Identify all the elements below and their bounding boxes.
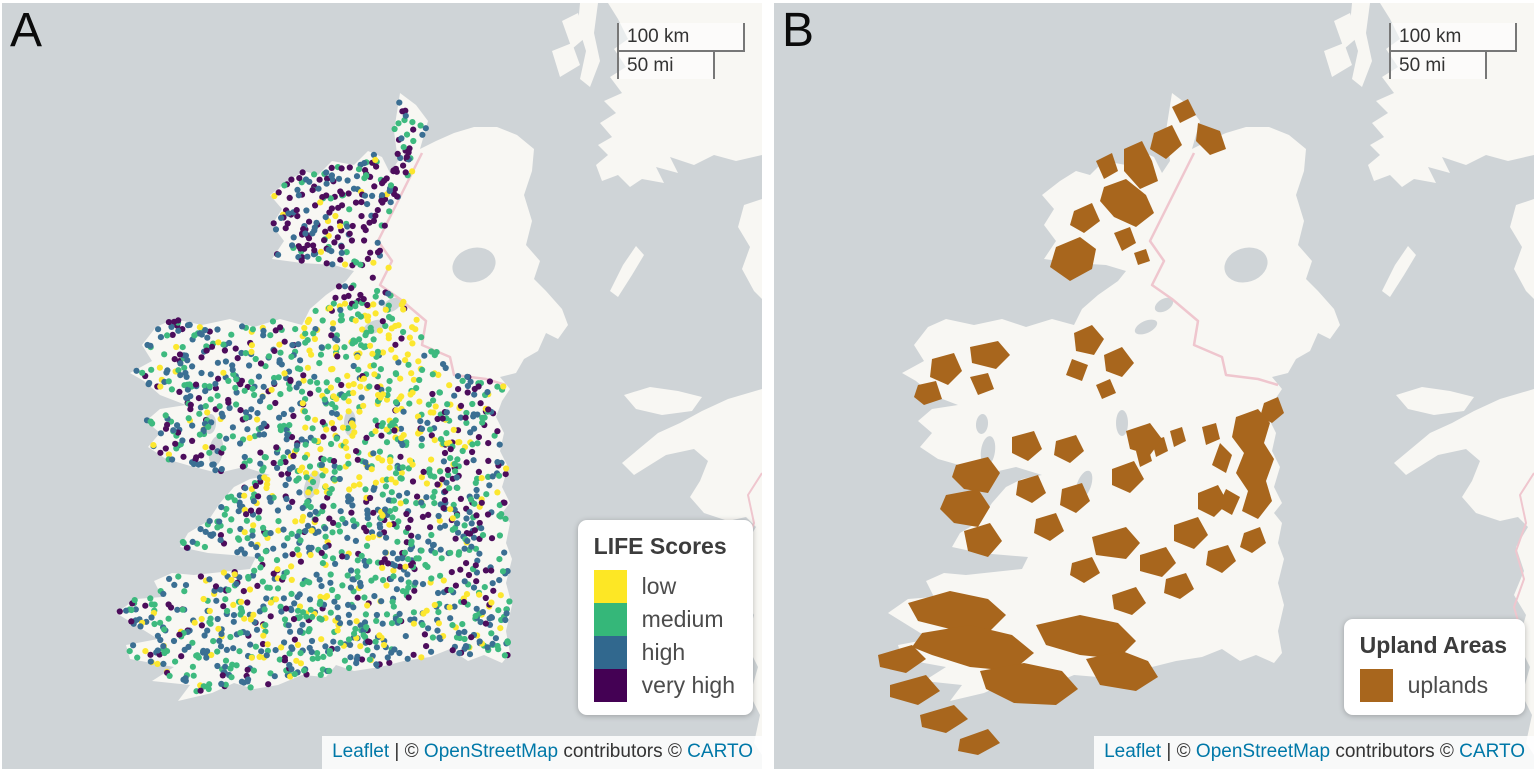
copyright-symbol: © xyxy=(1176,741,1191,762)
map-panel-b: B 100 km 50 mi Upland Areas uplands Leaf… xyxy=(774,3,1534,769)
legend-item-label: low xyxy=(641,573,677,599)
uplands-layer xyxy=(878,99,1284,755)
legend-swatch xyxy=(593,570,627,603)
legend-row: medium xyxy=(593,603,735,636)
legend-row: high xyxy=(593,636,735,669)
scale-km: 100 km xyxy=(617,23,745,52)
legend-upland-areas: Upland Areas uplands xyxy=(1343,619,1525,715)
scale-bar: 100 km 50 mi xyxy=(1389,23,1517,79)
carto-link[interactable]: CARTO xyxy=(687,741,753,762)
legend-swatch xyxy=(593,636,627,669)
carto-link[interactable]: CARTO xyxy=(1459,741,1525,762)
ireland-ni-border xyxy=(376,152,507,387)
legend-item-label: uplands xyxy=(1407,672,1489,698)
legend-swatch xyxy=(593,603,627,636)
legend-items: low medium high very high xyxy=(593,570,735,702)
leaflet-link[interactable]: Leaflet xyxy=(1104,741,1162,762)
scale-mi: 50 mi xyxy=(1389,50,1487,79)
life-scores-dots-layer xyxy=(116,99,513,695)
legend-swatch xyxy=(593,669,627,702)
scale-km: 100 km xyxy=(1389,23,1517,52)
legend-row: very high xyxy=(593,669,735,702)
legend-item-label: medium xyxy=(641,606,724,632)
legend-items: uplands xyxy=(1359,669,1507,702)
ireland-ni-border xyxy=(1148,152,1279,387)
attribution-middle-text: contributors © xyxy=(1335,741,1454,762)
attribution-separator: | xyxy=(1166,741,1172,762)
map-panel-a: A 100 km 50 mi LIFE Scores low medium high… xyxy=(2,3,762,769)
legend-life-scores: LIFE Scores low medium high very high xyxy=(577,520,753,715)
legend-title: LIFE Scores xyxy=(593,533,727,559)
attribution-middle-text: contributors © xyxy=(563,741,682,762)
legend-item-label: high xyxy=(641,639,686,665)
legend-swatch xyxy=(1359,669,1393,702)
panel-label-a: A xyxy=(10,4,43,57)
osm-link[interactable]: OpenStreetMap xyxy=(1195,741,1331,762)
scale-mi: 50 mi xyxy=(617,50,715,79)
osm-link[interactable]: OpenStreetMap xyxy=(423,741,559,762)
leaflet-link[interactable]: Leaflet xyxy=(332,741,390,762)
map-canvas-a[interactable] xyxy=(2,3,762,769)
panel-label-b: B xyxy=(782,4,815,57)
legend-row: low xyxy=(593,570,735,603)
attribution-bar: Leaflet | © OpenStreetMap contributors ©… xyxy=(1094,736,1534,769)
legend-title: Upland Areas xyxy=(1359,632,1507,658)
scale-bar: 100 km 50 mi xyxy=(617,23,745,79)
attribution-separator: | xyxy=(394,741,400,762)
legend-item-label: very high xyxy=(641,672,735,698)
attribution-bar: Leaflet | © OpenStreetMap contributors ©… xyxy=(322,736,762,769)
legend-row: uplands xyxy=(1359,669,1507,702)
copyright-symbol: © xyxy=(404,741,419,762)
